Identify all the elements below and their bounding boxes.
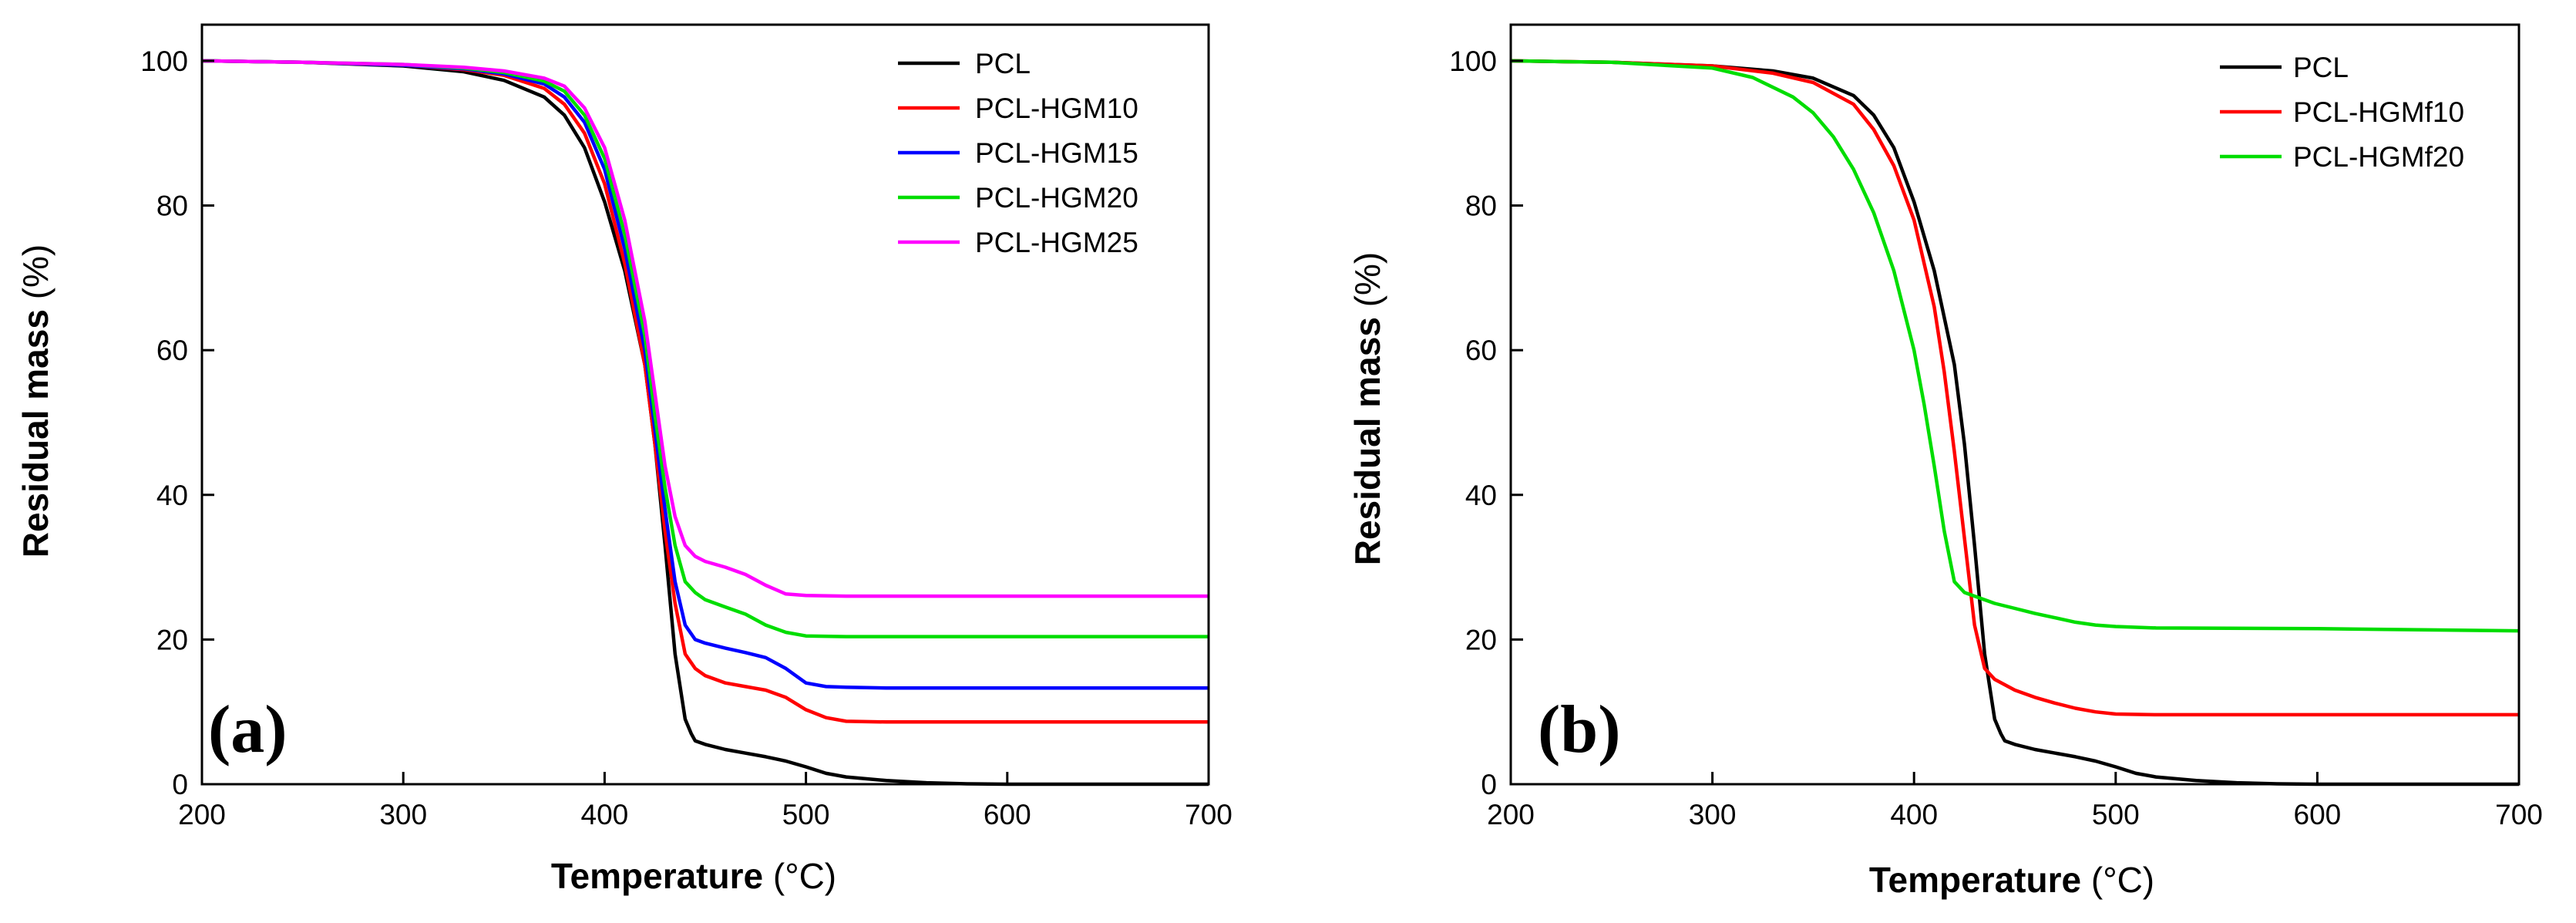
panel-label: (a) [208,692,288,767]
y-axis-title: Residual mass (%) [15,244,55,558]
y-tick-label: 40 [156,480,188,511]
series-line-pcl [1510,59,2519,787]
series-line-pcl-hgmf10 [1510,59,2519,717]
x-tick-label: 600 [2294,799,2342,830]
x-tick-label: 700 [1185,799,1233,830]
y-tick-label: 80 [1465,190,1497,222]
y-tick-label: 100 [140,45,188,77]
x-tick-label: 400 [581,799,629,830]
y-tick-label: 40 [1465,480,1497,511]
x-axis-title: Temperature (°C) [551,856,836,896]
y-axis-title: Residual mass (%) [1347,252,1387,566]
panel-a: 200 300 400 500 600 700 0 20 40 60 80 100 Temperatur… [15,23,1233,896]
x-tick-label: 500 [2092,799,2140,830]
y-axis-title-main: Residual mass [15,309,55,558]
panel-b: 200 300 400 500 600 700 0 20 40 60 80 100 Temperatur… [1347,23,2543,900]
y-tick-label: 0 [1481,769,1497,800]
plot-frame [200,23,1210,786]
x-axis-title-main: Temperature [1869,860,2081,900]
x-tick-label: 300 [379,799,427,830]
legend-label: PCL-HGMf10 [2293,96,2464,128]
legend-label: PCL [2293,52,2349,83]
legend-label: PCL-HGM10 [975,93,1138,124]
legend-label: PCL-HGM15 [975,137,1138,169]
y-axis-title-unit: (%) [1347,252,1387,317]
x-tick-label: 200 [1487,799,1535,830]
x-tick-label: 500 [782,799,830,830]
x-tick-label: 200 [178,799,226,830]
x-axis-title-unit: (°C) [2081,860,2154,900]
x-tick-label: 400 [1890,799,1938,830]
panel-label: (b) [1538,692,1621,767]
y-axis-title-unit: (%) [15,244,55,309]
series-line-pcl-hgm25 [201,59,1209,598]
series-line-pcl-hgmf20 [1510,59,2520,633]
x-tick-label: 300 [1689,799,1737,830]
series-line-pcl [201,59,1209,787]
series-line-pcl-hgm10 [201,59,1209,724]
y-tick-label: 60 [1465,335,1497,366]
legend-label: PCL-HGMf20 [2293,141,2464,173]
y-tick-label: 60 [156,335,188,366]
y-tick-label: 0 [172,769,188,800]
series-line-pcl-hgm15 [201,59,1209,690]
y-axis-title-main: Residual mass [1347,317,1387,565]
x-axis-title-unit: (°C) [763,856,836,896]
legend-label: PCL-HGM20 [975,182,1138,214]
x-tick-label: 600 [984,799,1031,830]
y-tick-label: 20 [1465,624,1497,655]
x-axis-title-main: Temperature [551,856,763,896]
y-tick-label: 100 [1449,45,1497,77]
x-tick-label: 700 [2495,799,2543,830]
legend-label: PCL-HGM25 [975,227,1138,258]
x-axis-title: Temperature (°C) [1869,860,2154,900]
plot-frame [1509,23,2521,786]
legend-label: PCL [975,48,1031,79]
y-tick-label: 20 [156,624,188,655]
y-tick-label: 80 [156,190,188,222]
